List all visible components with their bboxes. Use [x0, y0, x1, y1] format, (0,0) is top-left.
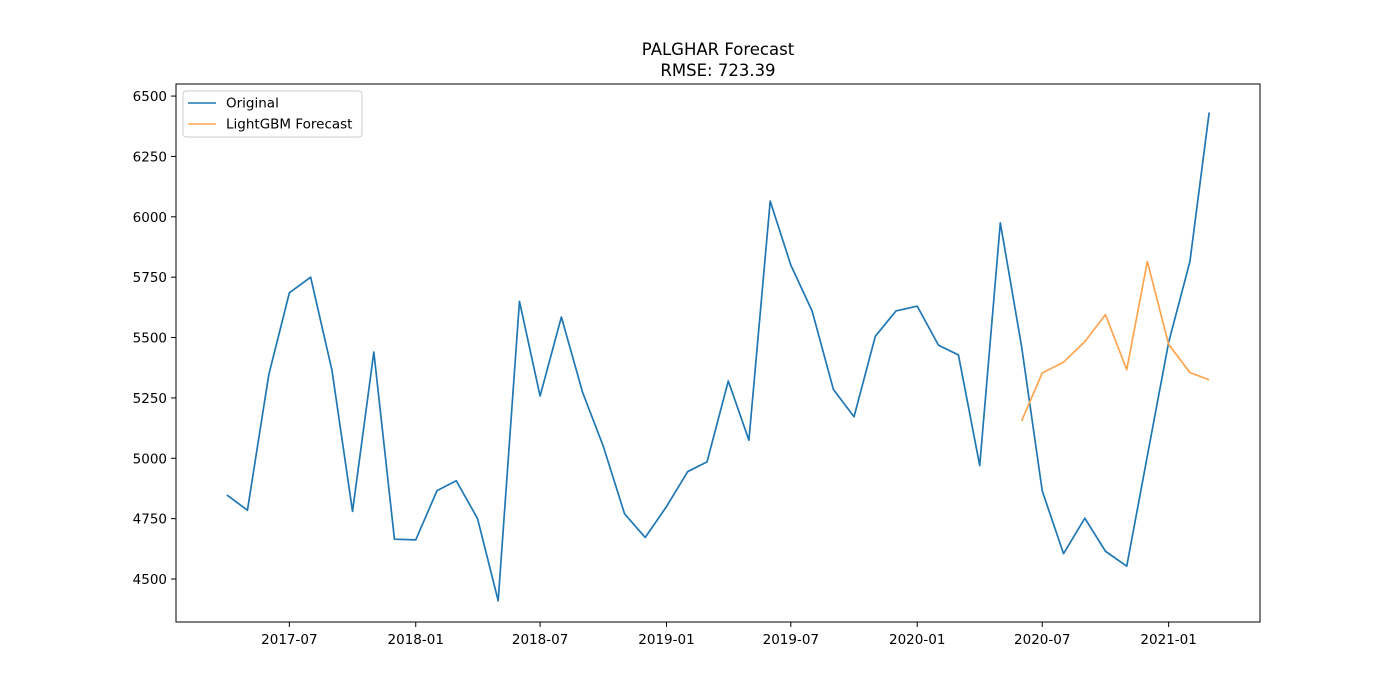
chart-subtitle: RMSE: 723.39 [660, 61, 775, 80]
x-axis: 2017-07 2018-01 2018-07 2019-01 2019-07 2020-… [261, 622, 1197, 648]
chart-title: PALGHAR Forecast [642, 40, 795, 59]
x-tick-label: 2020-07 [1014, 632, 1070, 648]
legend-box [182, 90, 363, 138]
legend: Original LightGBM Forecast [182, 90, 363, 138]
y-tick-label: 4500 [133, 572, 167, 588]
x-tick-label: 2017-07 [261, 632, 317, 648]
y-tick-label: 4750 [133, 512, 167, 528]
y-tick-label: 6000 [133, 210, 167, 226]
y-tick-label: 6500 [133, 89, 167, 105]
x-tick-label: 2020-01 [889, 632, 945, 648]
series-line-original [226, 112, 1211, 602]
legend-label-forecast: LightGBM Forecast [226, 117, 352, 133]
y-tick-label: 6250 [133, 149, 167, 165]
y-tick-label: 5500 [133, 331, 167, 347]
x-tick-label: 2019-07 [763, 632, 819, 648]
legend-label-original: Original [226, 96, 279, 112]
x-tick-label: 2018-01 [388, 632, 444, 648]
x-tick-label: 2019-01 [638, 632, 694, 648]
plot-frame [175, 83, 1261, 623]
x-tick-label: 2021-01 [1140, 632, 1196, 648]
y-tick-label: 5750 [133, 270, 167, 286]
x-tick-label: 2018-07 [512, 632, 568, 648]
y-axis: 4500 4750 5000 5250 5500 5750 6000 6250 6500 [133, 89, 176, 588]
y-tick-label: 5250 [133, 391, 167, 407]
series-layer [226, 112, 1211, 602]
y-tick-label: 5000 [133, 451, 167, 467]
series-line-forecast [1020, 260, 1210, 422]
